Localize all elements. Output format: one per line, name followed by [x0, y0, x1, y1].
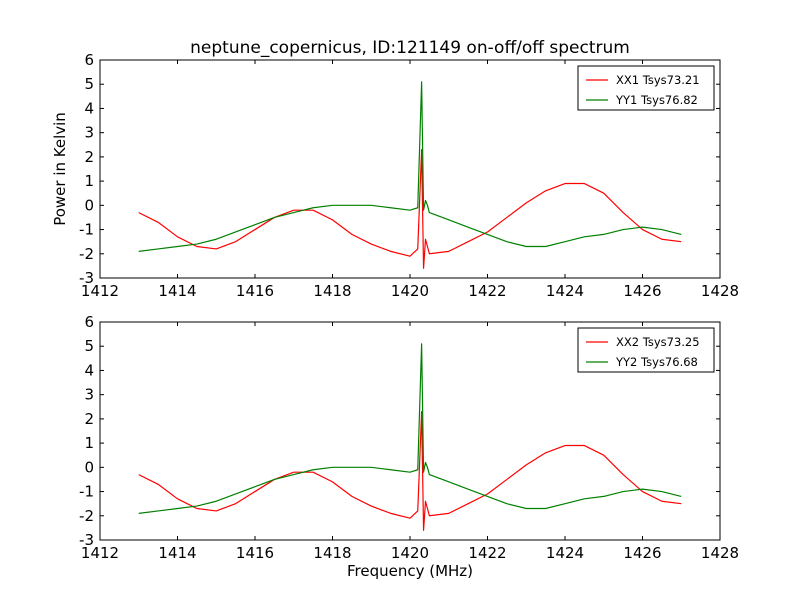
top-spectrum-panel: 1412 1414 1416 1418 1420 1422 1424 1426 1428-3-2…: [51, 51, 739, 300]
x-tick-label: 1428: [701, 544, 739, 562]
y-tick-label: 1: [84, 434, 94, 452]
x-tick-label: 1416: [236, 282, 274, 300]
x-tick-label: 1416: [236, 544, 274, 562]
x-tick-label: 1418: [313, 282, 351, 300]
x-tick-label: 1424: [546, 282, 584, 300]
x-tick-label: 1420: [391, 544, 429, 562]
y-tick-label: -1: [79, 221, 94, 239]
x-tick-label: 1424: [546, 544, 584, 562]
y-tick-label: -3: [79, 531, 94, 549]
x-tick-label: 1428: [701, 282, 739, 300]
y-tick-label: 2: [84, 148, 94, 166]
legend: XX1 Tsys73.21 YY1 Tsys76.82: [577, 65, 715, 111]
y-tick-label: 4: [84, 361, 94, 379]
y-tick-label: 6: [84, 313, 94, 331]
series-line-xx1: [138, 149, 682, 269]
bottom-spectrum-panel: 1412 1414 1416 1418 1420 1422 1424 1426 1428-3-2…: [79, 313, 739, 580]
legend: XX2 Tsys73.25 YY2 Tsys76.68: [577, 327, 715, 373]
x-tick-label: 1418: [313, 544, 351, 562]
y-axis-label: Power in Kelvin: [51, 112, 69, 226]
x-tick-label: 1414: [158, 544, 196, 562]
x-tick-label: 1426: [623, 544, 661, 562]
legend-label: XX1 Tsys73.21: [616, 73, 700, 87]
x-tick-label: 1422: [468, 282, 506, 300]
y-tick-label: 3: [84, 124, 94, 142]
y-tick-label: 5: [84, 75, 94, 93]
y-tick-label: -2: [79, 245, 94, 263]
y-tick-label: 3: [84, 386, 94, 404]
y-tick-label: 1: [84, 172, 94, 190]
legend-label: YY1 Tsys76.82: [615, 93, 698, 107]
series-line-yy2: [138, 343, 682, 514]
series-line-yy1: [138, 81, 682, 252]
legend-box: [577, 65, 715, 111]
x-tick-label: 1412: [81, 544, 119, 562]
legend-box: [577, 327, 715, 373]
y-tick-label: 4: [84, 99, 94, 117]
figure-title: neptune_copernicus, ID:121149 on-off/off…: [190, 38, 630, 58]
x-axis-label: Frequency (MHz): [347, 562, 473, 580]
y-tick-label: 6: [84, 51, 94, 69]
series-line-xx2: [138, 411, 682, 531]
x-tick-label: 1414: [158, 282, 196, 300]
x-tick-label: 1420: [391, 282, 429, 300]
x-tick-label: 1422: [468, 544, 506, 562]
legend-label: XX2 Tsys73.25: [616, 335, 700, 349]
y-tick-label: 0: [84, 458, 94, 476]
x-tick-label: 1412: [81, 282, 119, 300]
y-tick-label: 5: [84, 337, 94, 355]
y-tick-label: -2: [79, 507, 94, 525]
y-tick-label: -1: [79, 483, 94, 501]
y-tick-label: 2: [84, 410, 94, 428]
y-tick-label: 0: [84, 196, 94, 214]
x-tick-label: 1426: [623, 282, 661, 300]
legend-label: YY2 Tsys76.68: [615, 355, 698, 369]
y-tick-label: -3: [79, 269, 94, 287]
